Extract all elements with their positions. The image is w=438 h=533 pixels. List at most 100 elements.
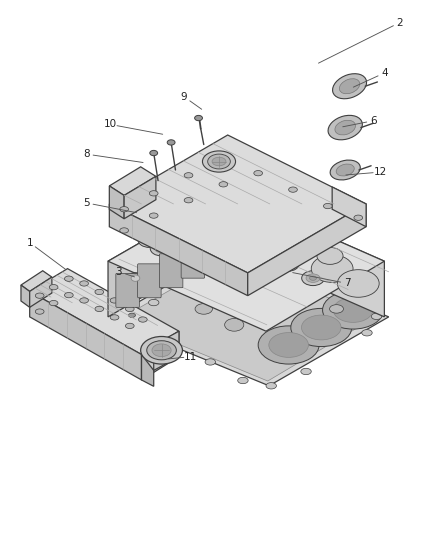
Polygon shape: [21, 271, 52, 292]
Ellipse shape: [362, 329, 372, 336]
Ellipse shape: [317, 247, 343, 264]
Ellipse shape: [244, 211, 258, 219]
Ellipse shape: [128, 313, 135, 317]
Ellipse shape: [322, 291, 384, 329]
Ellipse shape: [120, 207, 128, 212]
Ellipse shape: [311, 255, 353, 282]
Ellipse shape: [240, 207, 262, 222]
Ellipse shape: [332, 74, 367, 99]
Ellipse shape: [150, 241, 173, 256]
Ellipse shape: [289, 187, 297, 192]
Ellipse shape: [254, 171, 262, 176]
Ellipse shape: [226, 227, 249, 242]
Ellipse shape: [148, 300, 159, 306]
Ellipse shape: [125, 323, 134, 328]
Ellipse shape: [212, 157, 226, 166]
Ellipse shape: [339, 79, 360, 94]
Polygon shape: [110, 167, 156, 196]
Polygon shape: [110, 135, 366, 273]
Polygon shape: [30, 292, 141, 380]
Ellipse shape: [290, 237, 313, 252]
Ellipse shape: [330, 160, 360, 180]
Ellipse shape: [337, 270, 379, 297]
Text: 11: 11: [184, 352, 198, 361]
Ellipse shape: [284, 262, 291, 266]
Text: 7: 7: [344, 278, 351, 288]
Ellipse shape: [138, 232, 161, 247]
Ellipse shape: [149, 213, 158, 218]
Ellipse shape: [110, 298, 119, 303]
Ellipse shape: [333, 297, 373, 322]
Text: 8: 8: [83, 149, 89, 159]
Polygon shape: [21, 285, 30, 308]
Ellipse shape: [234, 232, 241, 237]
Polygon shape: [124, 176, 156, 219]
Polygon shape: [141, 354, 154, 386]
Ellipse shape: [258, 326, 319, 364]
Ellipse shape: [141, 336, 183, 364]
Ellipse shape: [172, 224, 179, 228]
Text: 9: 9: [181, 92, 187, 102]
Ellipse shape: [208, 154, 230, 169]
Ellipse shape: [251, 242, 274, 257]
Ellipse shape: [269, 333, 308, 358]
Ellipse shape: [195, 304, 212, 314]
Ellipse shape: [95, 289, 104, 295]
Ellipse shape: [64, 293, 73, 298]
Ellipse shape: [306, 274, 320, 282]
Text: 6: 6: [370, 116, 377, 126]
Ellipse shape: [202, 151, 236, 172]
Ellipse shape: [301, 315, 341, 340]
Ellipse shape: [255, 245, 269, 254]
Polygon shape: [110, 186, 124, 219]
Ellipse shape: [80, 281, 88, 286]
Text: 1: 1: [26, 238, 33, 248]
Ellipse shape: [167, 140, 175, 145]
Ellipse shape: [335, 120, 356, 135]
Ellipse shape: [35, 293, 44, 298]
Ellipse shape: [225, 318, 244, 331]
Polygon shape: [30, 277, 52, 308]
Text: 12: 12: [374, 167, 387, 177]
Ellipse shape: [323, 204, 332, 209]
Ellipse shape: [164, 219, 187, 233]
Ellipse shape: [219, 155, 228, 160]
Ellipse shape: [230, 230, 244, 239]
Text: 4: 4: [381, 68, 388, 78]
Ellipse shape: [181, 284, 191, 290]
Ellipse shape: [355, 291, 362, 295]
Ellipse shape: [49, 285, 58, 290]
Ellipse shape: [80, 298, 88, 303]
FancyBboxPatch shape: [138, 264, 161, 298]
Ellipse shape: [266, 383, 276, 389]
Ellipse shape: [180, 230, 194, 239]
Ellipse shape: [142, 236, 156, 244]
Ellipse shape: [219, 182, 228, 187]
Ellipse shape: [291, 309, 352, 346]
Polygon shape: [119, 257, 376, 381]
Ellipse shape: [223, 197, 230, 201]
Ellipse shape: [269, 225, 283, 233]
Ellipse shape: [281, 260, 295, 268]
Ellipse shape: [35, 309, 44, 314]
Polygon shape: [108, 192, 385, 331]
Text: 2: 2: [396, 18, 403, 28]
Polygon shape: [228, 192, 385, 317]
Ellipse shape: [205, 359, 215, 365]
Ellipse shape: [310, 276, 317, 280]
Ellipse shape: [261, 288, 277, 298]
Ellipse shape: [120, 228, 128, 233]
Ellipse shape: [248, 213, 254, 216]
Ellipse shape: [189, 205, 212, 220]
Ellipse shape: [110, 315, 119, 320]
Ellipse shape: [219, 195, 233, 203]
Ellipse shape: [155, 244, 169, 253]
Ellipse shape: [116, 319, 126, 325]
Ellipse shape: [215, 191, 237, 206]
Ellipse shape: [214, 266, 224, 272]
Ellipse shape: [259, 247, 266, 252]
Ellipse shape: [147, 341, 177, 360]
Polygon shape: [141, 331, 179, 380]
Ellipse shape: [298, 242, 305, 246]
FancyBboxPatch shape: [203, 235, 226, 269]
